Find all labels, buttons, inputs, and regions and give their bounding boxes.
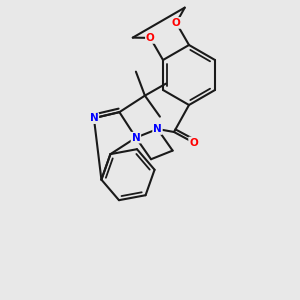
Text: N: N <box>89 113 98 123</box>
Text: N: N <box>131 133 140 142</box>
Text: O: O <box>172 18 181 28</box>
Text: N: N <box>153 124 162 134</box>
Text: O: O <box>189 137 198 148</box>
Text: O: O <box>146 33 154 43</box>
